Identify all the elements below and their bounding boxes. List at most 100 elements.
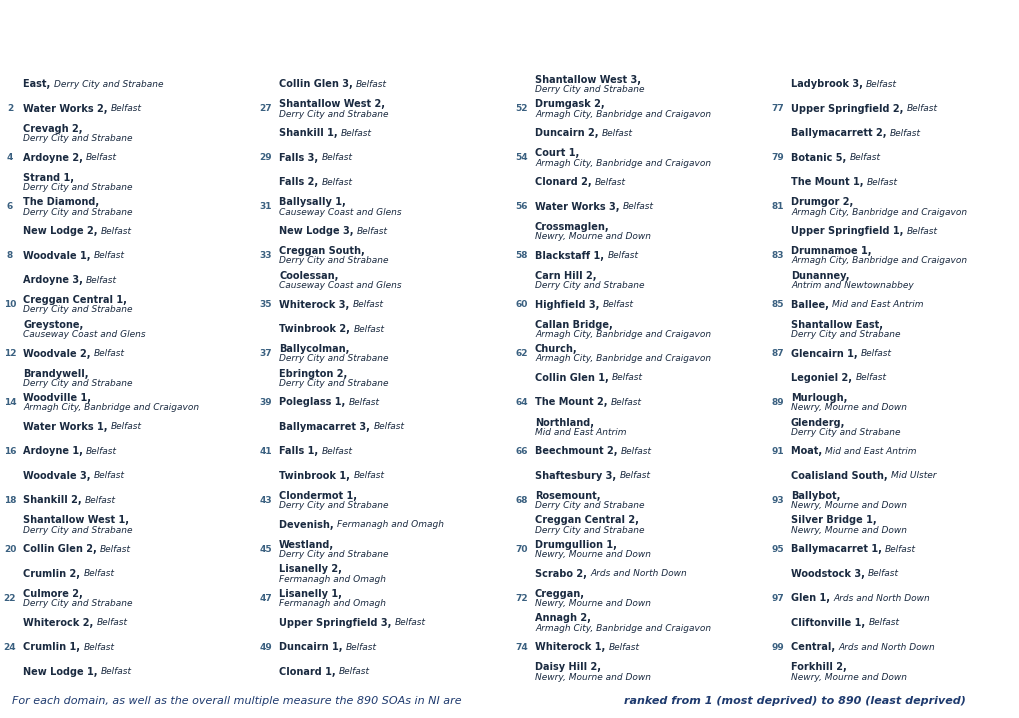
Text: Ards and North Down: Ards and North Down xyxy=(838,643,934,652)
Text: Woodvale 1,: Woodvale 1, xyxy=(23,251,94,261)
Text: Fermanagh and Omagh: Fermanagh and Omagh xyxy=(279,600,385,608)
Text: 11: 11 xyxy=(4,325,16,334)
Text: Moat,: Moat, xyxy=(790,447,824,457)
Text: Belfast: Belfast xyxy=(860,349,892,358)
Text: Court 1,: Court 1, xyxy=(535,149,579,158)
Text: 71: 71 xyxy=(516,569,528,578)
Text: Whiterock 2,: Whiterock 2, xyxy=(23,617,97,628)
Text: Upper Springfield 1,: Upper Springfield 1, xyxy=(790,226,906,236)
Text: 53: 53 xyxy=(516,129,528,138)
Text: 25: 25 xyxy=(4,667,16,676)
Text: Legoniel 2,: Legoniel 2, xyxy=(790,373,855,383)
Text: 95: 95 xyxy=(771,545,784,554)
Text: 57: 57 xyxy=(516,227,528,236)
Text: 62: 62 xyxy=(516,349,528,358)
Text: 99: 99 xyxy=(770,643,784,652)
Text: 49: 49 xyxy=(260,643,272,652)
Text: Shantallow West 2,: Shantallow West 2, xyxy=(279,99,384,109)
Text: Dunanney,: Dunanney, xyxy=(790,271,849,281)
Text: Water Works 1,: Water Works 1, xyxy=(23,422,111,432)
Text: Ards and North Down: Ards and North Down xyxy=(833,594,929,603)
Text: Belfast: Belfast xyxy=(353,300,383,309)
Text: 86: 86 xyxy=(771,325,784,334)
Text: 74: 74 xyxy=(516,643,528,652)
Text: 26: 26 xyxy=(260,80,272,89)
Text: Belfast: Belfast xyxy=(84,643,114,652)
Text: Devenish,: Devenish, xyxy=(279,520,336,530)
Text: Glencairn 1,: Glencairn 1, xyxy=(790,348,860,358)
Text: Belfast: Belfast xyxy=(357,227,387,236)
Text: 36: 36 xyxy=(260,325,272,334)
Text: Derry City and Strabane: Derry City and Strabane xyxy=(23,526,132,535)
Text: 37: 37 xyxy=(260,349,272,358)
Text: 96: 96 xyxy=(771,569,784,578)
Text: 80: 80 xyxy=(771,177,784,187)
Text: Crevagh 2,: Crevagh 2, xyxy=(23,123,83,134)
Text: 4: 4 xyxy=(7,153,13,162)
Text: Derry City and Strabane: Derry City and Strabane xyxy=(535,501,644,510)
Text: Belfast: Belfast xyxy=(906,104,936,113)
Text: Newry, Mourne and Down: Newry, Mourne and Down xyxy=(535,600,650,608)
Text: Ebrington 2,: Ebrington 2, xyxy=(279,368,346,378)
Text: Duncairn 1,: Duncairn 1, xyxy=(279,643,345,652)
Text: Coalisland South,: Coalisland South, xyxy=(790,471,891,481)
Text: Belfast: Belfast xyxy=(100,545,131,554)
Text: Lisanelly 2,: Lisanelly 2, xyxy=(279,564,341,574)
Text: 20: 20 xyxy=(4,545,16,554)
Text: Derry City and Strabane: Derry City and Strabane xyxy=(279,110,388,118)
Text: Creggan Central 1,: Creggan Central 1, xyxy=(23,295,126,305)
Text: Derry City and Strabane: Derry City and Strabane xyxy=(279,379,388,388)
Text: Ballybot,: Ballybot, xyxy=(790,491,840,501)
Text: 41: 41 xyxy=(260,447,272,456)
Text: Blackstaff 1,: Blackstaff 1, xyxy=(535,251,606,261)
Text: 23: 23 xyxy=(4,618,16,628)
Text: 18: 18 xyxy=(4,496,16,505)
Text: Ballysally 1,: Ballysally 1, xyxy=(279,197,345,208)
Text: Armagh City, Banbridge and Craigavon: Armagh City, Banbridge and Craigavon xyxy=(535,110,710,118)
Text: Carn Hill 2,: Carn Hill 2, xyxy=(535,271,596,281)
Text: Callan Bridge,: Callan Bridge, xyxy=(535,320,612,330)
Text: Clonard 1,: Clonard 1, xyxy=(279,667,338,677)
Text: 75: 75 xyxy=(516,667,528,676)
Text: Belfast: Belfast xyxy=(621,447,651,456)
Text: Shantallow West 3,: Shantallow West 3, xyxy=(535,75,640,85)
Text: 14: 14 xyxy=(4,398,16,407)
Text: 13: 13 xyxy=(4,373,16,383)
Text: Cliftonville 1,: Cliftonville 1, xyxy=(790,617,867,628)
Text: Creggan Central 2,: Creggan Central 2, xyxy=(535,516,638,526)
Text: Clonard 2,: Clonard 2, xyxy=(535,177,594,187)
Text: Shankill 2,: Shankill 2, xyxy=(23,495,85,505)
Text: Ballycolman,: Ballycolman, xyxy=(279,344,350,354)
Text: Crumlin 1,: Crumlin 1, xyxy=(23,643,84,652)
Text: Poleglass 1,: Poleglass 1, xyxy=(279,398,348,408)
Text: Antrim and Newtownabbey: Antrim and Newtownabbey xyxy=(790,281,913,290)
Text: Belfast: Belfast xyxy=(94,251,124,260)
Text: Central,: Central, xyxy=(790,643,838,652)
Text: Whiterock 1,: Whiterock 1, xyxy=(535,643,608,652)
Text: Ardoyne 1,: Ardoyne 1, xyxy=(23,447,87,457)
Text: Newry, Mourne and Down: Newry, Mourne and Down xyxy=(790,526,906,535)
Text: Belfast: Belfast xyxy=(906,227,936,236)
Text: Belfast: Belfast xyxy=(889,129,920,138)
Text: Drumgullion 1,: Drumgullion 1, xyxy=(535,540,616,550)
Text: Murlough,: Murlough, xyxy=(790,393,847,403)
Text: 22: 22 xyxy=(4,594,16,603)
Text: 27: 27 xyxy=(260,104,272,113)
Text: Shankill 1,: Shankill 1, xyxy=(279,129,340,138)
Text: 19: 19 xyxy=(4,521,16,529)
Text: Shantallow East,: Shantallow East, xyxy=(790,320,882,330)
Text: 12: 12 xyxy=(4,349,16,358)
Text: Glenderg,: Glenderg, xyxy=(790,418,845,427)
Text: Woodville 1,: Woodville 1, xyxy=(23,393,91,403)
Text: Church,: Church, xyxy=(535,344,577,354)
Text: 46: 46 xyxy=(260,569,272,578)
Text: Highfield 3,: Highfield 3, xyxy=(535,299,602,309)
Text: Newry, Mourne and Down: Newry, Mourne and Down xyxy=(790,673,906,681)
Text: Forkhill 2,: Forkhill 2, xyxy=(790,662,846,672)
Text: 29: 29 xyxy=(260,153,272,162)
Text: 63: 63 xyxy=(516,373,528,383)
Text: Ardoyne 2,: Ardoyne 2, xyxy=(23,153,87,163)
Text: Armagh City, Banbridge and Craigavon: Armagh City, Banbridge and Craigavon xyxy=(535,355,710,363)
Text: Upper Springfield 2,: Upper Springfield 2, xyxy=(790,103,906,113)
Text: Northland,: Northland, xyxy=(535,418,593,427)
